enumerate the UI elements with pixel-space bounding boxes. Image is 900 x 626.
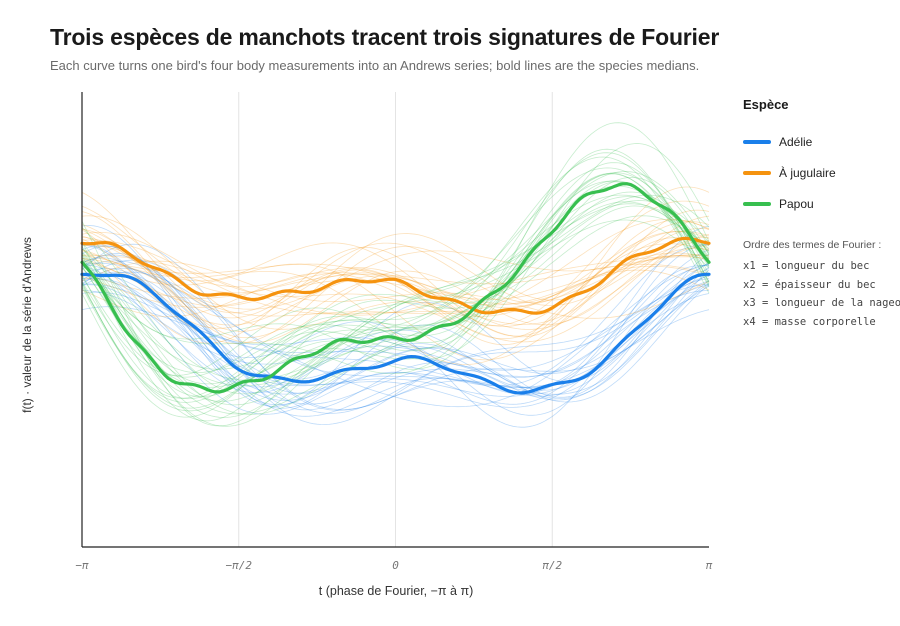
individual-curve: [81, 252, 710, 411]
median-curve: [80, 236, 711, 315]
individual-curve: [81, 245, 710, 330]
individual-curve: [81, 171, 710, 418]
median-curve: [80, 182, 711, 394]
legend-swatch-papou: [743, 201, 771, 206]
individual-curve: [81, 267, 710, 403]
x-tick-label: π/2: [542, 559, 562, 572]
individual-curve: [81, 143, 710, 427]
individual-curve: [81, 172, 710, 418]
individual-curve: [81, 250, 710, 310]
legend-item-adelie[interactable]: Adélie: [743, 126, 900, 157]
individual-curve: [81, 181, 710, 409]
legend-swatch-jugulaire: [743, 170, 771, 175]
x-tick-label: 0: [392, 559, 399, 572]
median-curves: [80, 182, 711, 395]
axes: [81, 92, 709, 548]
individual-curve: [81, 122, 710, 397]
individual-curve: [81, 194, 710, 395]
individual-curve: [81, 263, 710, 299]
grid-lines: [238, 92, 553, 547]
individual-curve: [81, 245, 710, 409]
individual-curve: [81, 176, 710, 422]
individual-curve: [81, 244, 710, 428]
note-line: x3 = longueur de la nageoire: [743, 297, 900, 309]
individual-curve: [81, 265, 710, 308]
individual-curve: [81, 236, 709, 344]
individual-curve: [81, 271, 710, 388]
individual-curve: [81, 260, 710, 414]
individual-curve: [81, 264, 710, 415]
x-tick-labels: −π −π/2 0 π/2 π: [75, 559, 712, 572]
note-title: Ordre des termes de Fourier :: [743, 239, 882, 251]
individual-curve: [81, 200, 710, 415]
individual-curve: [81, 219, 710, 370]
individual-curve: [81, 205, 710, 385]
individual-curve: [81, 260, 710, 319]
individual-curve: [81, 191, 710, 402]
individual-curve: [81, 246, 710, 344]
individual-curve: [81, 269, 710, 318]
individual-curve: [81, 148, 710, 399]
individual-curve: [81, 185, 710, 373]
y-axis-label: f(t) · valeur de la série d'Andrews: [20, 237, 34, 413]
legend-label: À jugulaire: [779, 165, 836, 180]
x-tick-label: π: [706, 559, 713, 572]
individual-curve: [81, 257, 710, 407]
individual-curve: [81, 245, 710, 405]
note-line: x4 = masse corporelle: [743, 315, 876, 328]
individual-curve: [81, 215, 710, 330]
legend: Espèce Adélie À jugulaire Papou: [743, 97, 900, 219]
x-tick-label: −π/2: [225, 559, 252, 572]
individual-curve: [82, 264, 710, 416]
individual-curve: [81, 156, 710, 403]
legend-title: Espèce: [743, 97, 789, 112]
individual-curve: [81, 221, 710, 319]
individual-curves-group: [81, 122, 710, 427]
individual-curve: [81, 180, 710, 375]
individual-curve: [81, 194, 710, 387]
individual-curve: [81, 219, 710, 317]
x-axis-label: t (phase de Fourier, −π à π): [318, 584, 474, 598]
individual-curve: [82, 254, 709, 316]
individual-curve: [81, 252, 710, 307]
individual-curve: [81, 277, 710, 397]
individual-curve: [81, 172, 710, 370]
median-curve: [80, 272, 711, 395]
individual-curve: [81, 201, 710, 415]
chart-title: Trois espèces de manchots tracent trois …: [50, 24, 720, 50]
individual-curve: [81, 162, 710, 400]
legend-label: Papou: [779, 196, 814, 211]
individual-curve: [81, 180, 710, 378]
individual-curve: [81, 225, 710, 406]
individual-curve: [81, 232, 710, 343]
legend-item-jugulaire[interactable]: À jugulaire: [743, 157, 900, 188]
individual-curve: [81, 152, 710, 412]
legend-swatch-adelie: [743, 139, 771, 144]
individual-curve: [81, 231, 710, 326]
legend-label: Adélie: [779, 134, 813, 149]
individual-curve: [81, 268, 710, 417]
note-line: x1 = longueur du bec: [743, 260, 870, 272]
individual-curve: [81, 271, 710, 399]
individual-curve: [81, 243, 710, 411]
individual-curve: [81, 196, 710, 427]
individual-curve: [81, 244, 710, 395]
individual-curve: [81, 243, 710, 366]
individual-curve: [81, 278, 710, 401]
chart-subtitle: Each curve turns one bird's four body me…: [50, 58, 700, 73]
individual-curve: [81, 200, 710, 327]
individual-curve: [81, 230, 710, 327]
individual-curve: [81, 173, 710, 376]
individual-curve: [81, 254, 710, 426]
individual-curve: [81, 262, 710, 408]
fourier-terms-note: Ordre des termes de Fourier : x1 = longu…: [743, 239, 900, 331]
note-line: x2 = épaisseur du bec: [743, 278, 876, 291]
individual-curve: [81, 290, 710, 378]
legend-item-papou[interactable]: Papou: [743, 188, 900, 219]
individual-curves: [81, 122, 710, 428]
individual-curve: [81, 256, 710, 306]
x-tick-label: −π: [75, 559, 89, 572]
